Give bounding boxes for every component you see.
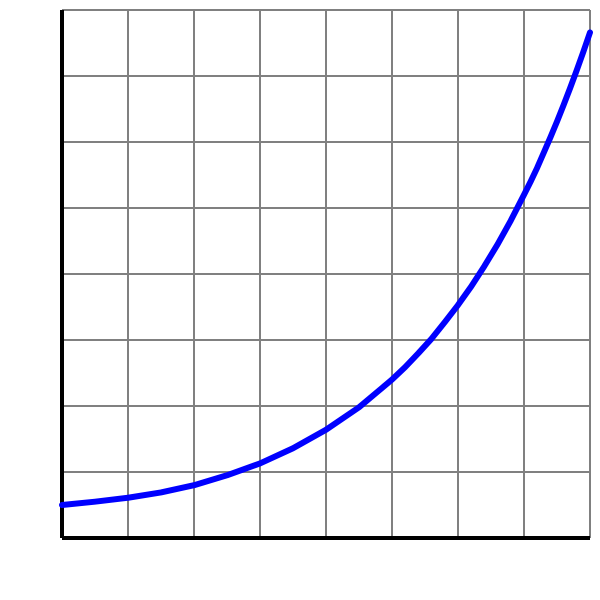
exponential-line-chart	[0, 0, 600, 600]
chart-background	[0, 0, 600, 600]
